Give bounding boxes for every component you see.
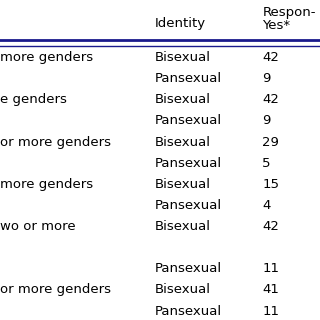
Text: Pansexual: Pansexual [155,72,222,85]
Text: Bisexual: Bisexual [155,284,211,296]
Text: 11: 11 [262,305,279,317]
Text: 42: 42 [262,93,279,106]
Text: 4: 4 [262,199,271,212]
Text: Bisexual: Bisexual [155,51,211,64]
Text: 11: 11 [262,262,279,275]
Text: Pansexual: Pansexual [155,199,222,212]
Text: more genders: more genders [0,178,93,191]
Text: 15: 15 [262,178,279,191]
Text: Bisexual: Bisexual [155,93,211,106]
Text: wo or more: wo or more [0,220,76,233]
Text: e genders: e genders [0,93,67,106]
Text: Yes*: Yes* [262,19,291,32]
Text: 41: 41 [262,284,279,296]
Text: Bisexual: Bisexual [155,178,211,191]
Text: 42: 42 [262,51,279,64]
Text: Respon-: Respon- [262,6,316,19]
Text: Pansexual: Pansexual [155,115,222,127]
Text: 29: 29 [262,136,279,148]
Text: Bisexual: Bisexual [155,136,211,148]
Text: Pansexual: Pansexual [155,262,222,275]
Text: Pansexual: Pansexual [155,305,222,317]
Text: or more genders: or more genders [0,136,111,148]
Text: 42: 42 [262,220,279,233]
Text: Identity: Identity [155,18,206,30]
Text: 9: 9 [262,72,271,85]
Text: 5: 5 [262,157,271,170]
Text: Pansexual: Pansexual [155,157,222,170]
Text: more genders: more genders [0,51,93,64]
Text: 9: 9 [262,115,271,127]
Text: Bisexual: Bisexual [155,220,211,233]
Text: or more genders: or more genders [0,284,111,296]
